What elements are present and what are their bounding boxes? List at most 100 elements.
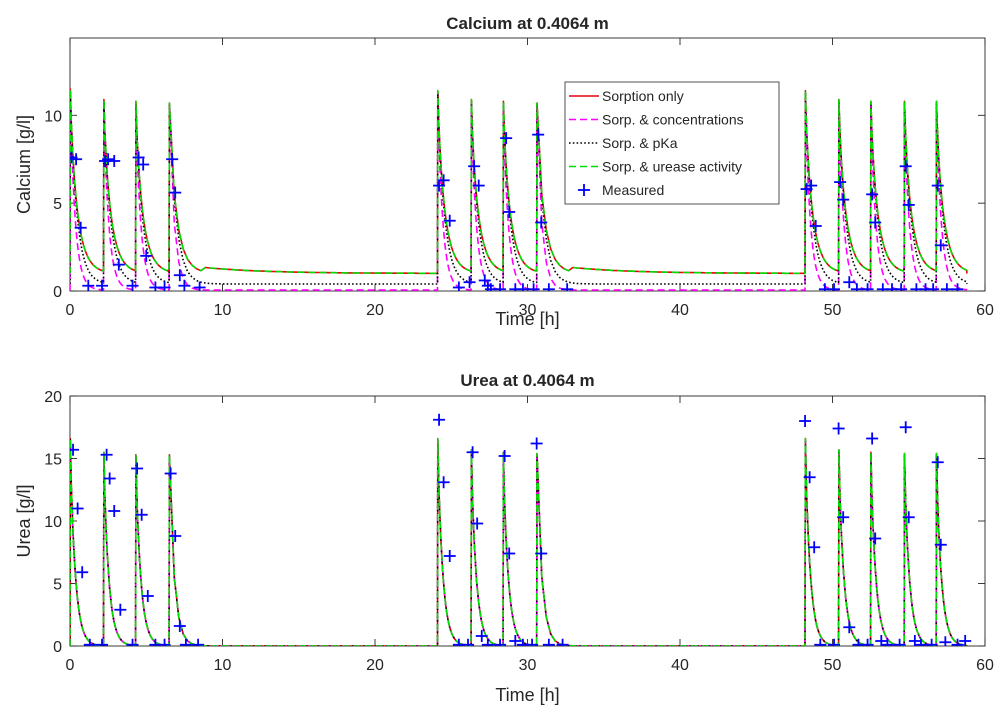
x-tick-label: 0 [66,302,75,319]
chart-title: Calcium at 0.4064 m [446,14,609,33]
measured-point [843,276,856,289]
measured-point [141,590,154,602]
measured-point [931,179,944,192]
measured-point [809,219,822,232]
legend-box [564,81,780,205]
x-tick-label: 60 [976,302,994,319]
measured-point [478,274,491,287]
series-line-sorp-concentrations [70,439,968,646]
measured-point [542,638,555,646]
measured-point [899,421,912,434]
measured-point [70,153,83,166]
measured-point [799,415,812,427]
measured-point [131,462,144,475]
measured-point [466,446,479,459]
measured-point [861,283,874,291]
y-axis-label: Calcium [g/l] [14,115,34,214]
measured-point [96,638,109,646]
y-tick-label: 15 [44,452,62,469]
measured-point [931,456,944,469]
measured-point [959,635,972,646]
measured-point [76,566,89,579]
measured-point [137,158,150,171]
measured-point [805,179,818,192]
measured-point [535,547,548,560]
measured-point [866,432,879,445]
legend-label: Measured [602,182,664,198]
measured-point [173,620,186,632]
measured-point [532,128,545,141]
x-tick-label: 40 [671,657,689,674]
measured-point [166,153,179,166]
measured-point [850,283,863,291]
measured-point [808,541,821,554]
measured-point [832,422,845,435]
x-tick-label: 30 [519,657,537,674]
y-tick-label: 20 [44,389,62,406]
chart-title: Urea at 0.4064 m [460,371,594,390]
measured-point [108,154,121,167]
measured-point [927,283,940,291]
measured-point [443,550,456,562]
measured-point [803,471,816,484]
measured-point [527,283,540,291]
x-tick-label: 10 [214,302,232,319]
series-line-sorp-urease-activity [70,437,968,646]
x-tick-label: 60 [976,657,994,674]
measured-point [83,638,96,646]
measured-point [503,547,516,560]
measured-point [530,437,543,450]
measured-point [837,511,850,524]
measured-point [881,638,894,646]
plot-area [70,413,972,646]
x-tick-label: 0 [66,657,75,674]
measured-point [74,221,87,234]
measured-point [828,283,841,291]
measured-point [503,205,516,218]
measured-point [951,638,964,646]
legend-label: Sorp. & pKa [602,135,678,151]
y-tick-label: 10 [44,514,62,531]
measured-point [869,216,882,229]
legend-label: Sorp. & urease activity [602,159,742,175]
measured-point [178,279,191,291]
measured-point [561,283,574,291]
axes-box [69,37,986,292]
measured-point [103,472,116,485]
measured-point [498,450,511,462]
measured-point [899,160,912,173]
measured-point [71,502,84,515]
measured-point [908,635,921,646]
x-tick-label: 50 [824,302,842,319]
x-tick-label: 50 [824,657,842,674]
measured-point [542,283,555,291]
measured-point [914,638,927,646]
measured-point [135,508,148,521]
measured-point [934,239,947,252]
series-line-sorp-pka [70,439,968,646]
measured-point [556,638,569,646]
measured-point [837,193,850,206]
measured-point [481,638,494,646]
measured-point [494,638,507,646]
measured-point [433,413,446,426]
measured-point [895,283,908,291]
series-line-sorp-urease-activity [70,88,968,275]
series-line-sorption-only [70,88,968,275]
measured-point [934,538,947,551]
series-line-sorp-pka [70,89,968,285]
measured-point [173,269,186,282]
measured-point [100,448,113,461]
measured-point [509,635,522,646]
measured-point [102,153,115,166]
calcium-panel: Calcium at 0.4064 m 0 10 20 30 40 50 60 0 5 10 Time… [14,14,994,329]
measured-point [866,188,879,201]
measured-point [158,281,171,291]
measured-point [132,151,145,164]
measured-point [893,638,906,646]
measured-point [140,249,153,262]
measured-point [114,603,127,616]
measured-point [169,530,182,542]
measured-point [500,132,513,145]
measured-point [193,281,206,291]
